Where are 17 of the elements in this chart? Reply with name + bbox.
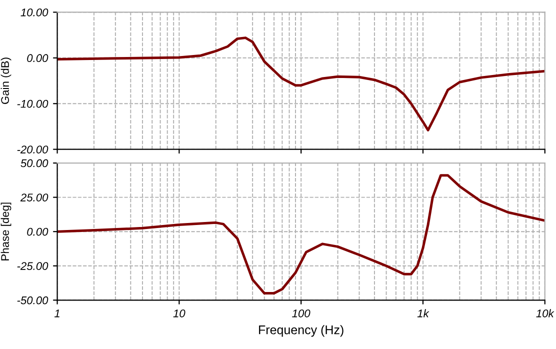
x-tick-label: 1 xyxy=(54,310,60,318)
y-tick-label: -10.00 xyxy=(17,100,48,108)
y-tick-label: -50.00 xyxy=(17,296,48,304)
y-tick-label: 0.00 xyxy=(27,54,48,62)
y-axis-title: Gain (dB) xyxy=(0,58,12,104)
y-tick-label: 0.00 xyxy=(27,228,48,236)
y-tick-label: 50.00 xyxy=(20,159,48,168)
y-tick-label: -25.00 xyxy=(17,262,48,270)
y-axis-title: Phase [deg] xyxy=(0,202,12,260)
x-tick-label: 10 xyxy=(173,309,186,318)
x-tick-label: 100 xyxy=(292,309,310,318)
y-tick-label: 25.00 xyxy=(20,194,48,202)
y-tick-label: 10.00 xyxy=(20,8,48,16)
x-axis-title: Frequency (Hz) xyxy=(259,325,344,337)
x-tick-label: 1k xyxy=(417,309,430,318)
x-tick-label: 10k xyxy=(536,309,554,318)
y-tick-label: -20.00 xyxy=(17,146,48,154)
